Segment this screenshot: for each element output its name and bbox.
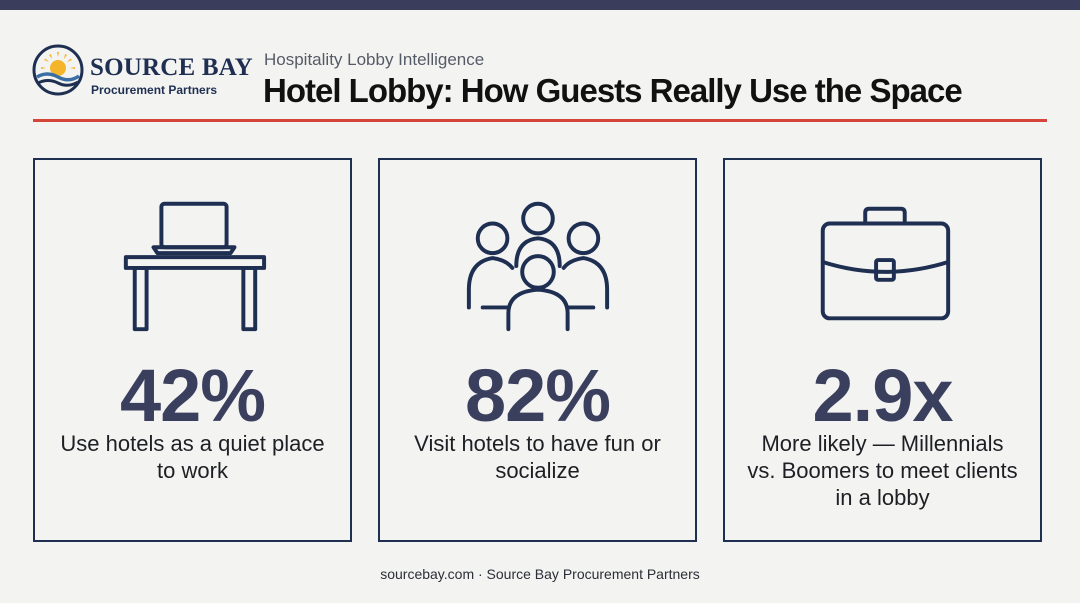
page-kicker: Hospitality Lobby Intelligence xyxy=(264,50,485,69)
brand-name: SOURCE BAY xyxy=(90,54,253,81)
stat-card-meet-clients: 2.9x More likely — Millennials vs. Boome… xyxy=(723,158,1042,542)
page-title: Hotel Lobby: How Guests Really Use the S… xyxy=(263,72,963,109)
stat-description: Use hotels as a quiet place to work xyxy=(60,431,325,483)
title-divider xyxy=(33,119,1047,122)
stat-value: 42% xyxy=(119,354,266,437)
stat-description: Visit hotels to have fun or socialize xyxy=(414,431,661,483)
group-people-icon xyxy=(466,201,610,332)
brand-subtitle: Procurement Partners xyxy=(91,83,218,97)
top-accent-bar xyxy=(0,0,1080,10)
stat-value: 82% xyxy=(464,354,611,437)
laptop-desk-icon xyxy=(123,201,267,332)
briefcase-icon xyxy=(820,206,951,321)
footer-credit: sourcebay.com · Source Bay Procurement P… xyxy=(380,566,700,582)
stat-description: More likely — Millennials vs. Boomers to… xyxy=(747,431,1018,510)
stat-value: 2.9x xyxy=(812,354,953,437)
stat-card-socialize: 82% Visit hotels to have fun or socializ… xyxy=(378,158,697,542)
stat-card-work: 42% Use hotels as a quiet place to work xyxy=(33,158,352,542)
sun-wave-logo-icon xyxy=(32,44,84,96)
header: SOURCE BAY Procurement Partners Hospital… xyxy=(0,10,1080,120)
